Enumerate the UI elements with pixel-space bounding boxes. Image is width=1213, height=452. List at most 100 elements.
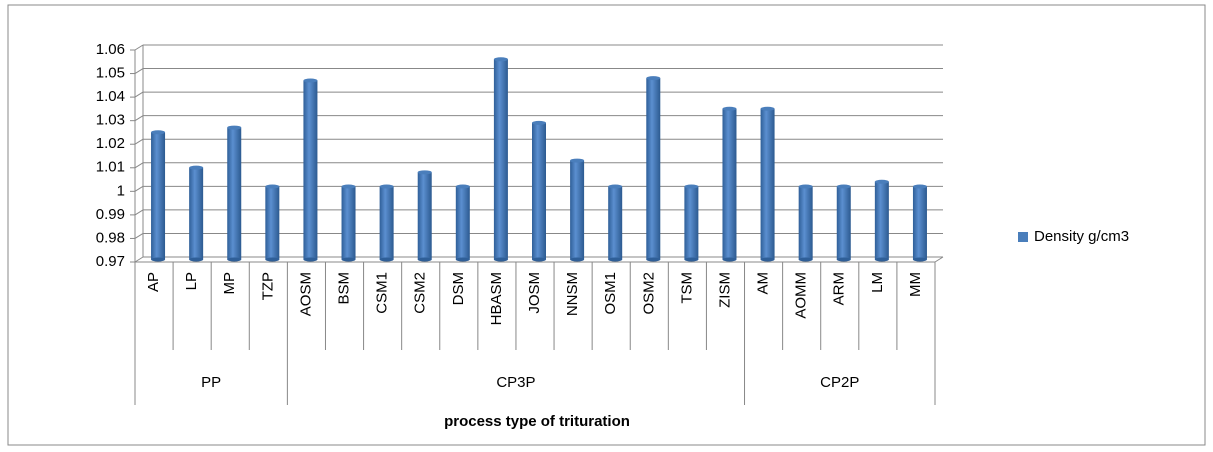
grid-line-side	[134, 209, 144, 216]
floor-right	[934, 256, 944, 263]
legend-label: Density g/cm3	[1034, 228, 1129, 245]
bar-part	[532, 257, 546, 262]
bar-part	[760, 108, 775, 260]
bar	[912, 184, 927, 262]
x-tick-label: CSM1	[374, 272, 391, 314]
x-tick-label: LP	[183, 272, 200, 290]
bar-part	[570, 257, 585, 262]
bar	[570, 158, 585, 262]
bar-part	[265, 184, 280, 189]
bar-part	[912, 184, 927, 189]
x-tick-label: BSM	[335, 272, 352, 305]
bar-part	[722, 257, 737, 262]
group-label: PP	[201, 374, 221, 391]
bar	[379, 184, 394, 262]
bar-part	[646, 78, 661, 260]
bar-part	[379, 186, 394, 260]
grid-line-side	[134, 68, 144, 74]
bar	[417, 170, 432, 262]
bar-part	[570, 160, 585, 260]
bar	[684, 184, 699, 262]
x-tick-label: CSM2	[412, 272, 429, 314]
bar-part	[874, 257, 889, 262]
bar-part	[722, 106, 737, 111]
bar-part	[493, 257, 508, 262]
bar-part	[912, 186, 927, 260]
bar-part	[912, 257, 927, 262]
x-tick-label: JOSM	[526, 272, 543, 314]
bar-part	[341, 186, 356, 260]
bar-part	[760, 106, 775, 111]
bar-part	[455, 184, 470, 189]
bar-part	[379, 184, 394, 189]
y-tick-label: 1.02	[96, 135, 125, 152]
bar	[646, 76, 661, 262]
bar	[455, 184, 470, 262]
bar	[189, 165, 204, 262]
y-tick-label: 0.99	[96, 206, 125, 223]
bar	[227, 125, 242, 262]
bar-part	[532, 122, 546, 260]
bar-part	[417, 172, 432, 260]
x-tick-label: HBASM	[488, 272, 505, 325]
grid-line-side	[134, 138, 144, 145]
bar-part	[341, 257, 356, 262]
bar	[798, 184, 813, 262]
bar-part	[684, 184, 699, 189]
bar-part	[303, 80, 318, 260]
bar-part	[798, 257, 813, 262]
bar	[722, 106, 737, 262]
y-tick-label: 1.06	[96, 41, 125, 58]
x-tick-label: AM	[755, 272, 772, 295]
bar-part	[189, 167, 204, 260]
bar-part	[684, 186, 699, 260]
bar	[836, 184, 851, 262]
bar-part	[151, 257, 166, 262]
bar-part	[608, 186, 623, 260]
x-tick-label: ZISM	[716, 272, 733, 308]
bar-part	[646, 257, 661, 262]
bar-part	[722, 108, 737, 260]
bar-part	[303, 78, 318, 83]
bar	[760, 106, 775, 262]
bar-part	[874, 179, 889, 184]
bar-part	[455, 257, 470, 262]
bar-part	[570, 158, 585, 163]
x-tick-label: OSM1	[602, 272, 619, 315]
bar-part	[189, 257, 204, 262]
grid-line-side	[134, 233, 144, 239]
y-tick-label: 0.97	[96, 253, 125, 270]
bar	[265, 184, 280, 262]
y-tick-label: 1.01	[96, 159, 125, 176]
bar-part	[798, 184, 813, 189]
legend-swatch	[1018, 232, 1028, 242]
group-label: CP2P	[820, 374, 859, 391]
bar	[303, 78, 318, 262]
bar-part	[532, 120, 546, 125]
y-tick-label: 1.05	[96, 65, 125, 82]
y-tick-label: 0.98	[96, 229, 125, 246]
bar-part	[417, 170, 432, 175]
bar	[493, 57, 508, 262]
bar-part	[227, 127, 242, 260]
x-tick-label: TZP	[259, 272, 276, 300]
x-tick-label: AOSM	[297, 272, 314, 316]
bar-part	[227, 257, 242, 262]
y-tick-label: 1.04	[96, 88, 125, 105]
bar-part	[379, 257, 394, 262]
x-tick-label: MM	[907, 272, 924, 297]
x-tick-label: LM	[869, 272, 886, 293]
bar-part	[608, 257, 623, 262]
x-tick-label: NNSM	[564, 272, 581, 316]
chart-frame	[7, 4, 1206, 446]
bar-part	[151, 132, 166, 260]
bar-part	[493, 57, 508, 62]
bar-part	[608, 184, 623, 189]
y-tick-label: 1.03	[96, 112, 125, 129]
group-label: CP3P	[496, 374, 535, 391]
bar	[532, 120, 546, 262]
x-axis-title: process type of trituration	[444, 413, 630, 430]
x-tick-label: MP	[221, 272, 238, 295]
bar-part	[836, 184, 851, 189]
x-tick-label: AOMM	[793, 272, 810, 319]
